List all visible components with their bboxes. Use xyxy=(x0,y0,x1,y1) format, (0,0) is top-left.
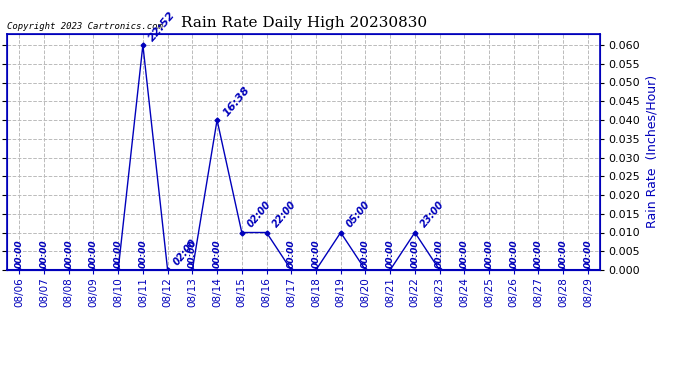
Text: 00:00: 00:00 xyxy=(509,240,518,268)
Text: 00:00: 00:00 xyxy=(386,240,395,268)
Text: 00:00: 00:00 xyxy=(460,240,469,268)
Text: 00:00: 00:00 xyxy=(534,240,543,268)
Text: 00:00: 00:00 xyxy=(311,240,320,268)
Text: 00:00: 00:00 xyxy=(114,240,123,268)
Text: 00:00: 00:00 xyxy=(64,240,73,268)
Text: 02:00: 02:00 xyxy=(172,237,199,267)
Text: 00:00: 00:00 xyxy=(39,240,48,268)
Text: 16:38: 16:38 xyxy=(221,85,252,118)
Text: 22:52: 22:52 xyxy=(147,10,177,44)
Text: 22:00: 22:00 xyxy=(270,200,298,230)
Text: 00:00: 00:00 xyxy=(213,240,221,268)
Y-axis label: Rain Rate  (Inches/Hour): Rain Rate (Inches/Hour) xyxy=(646,75,659,228)
Text: 00:00: 00:00 xyxy=(435,240,444,268)
Text: 00:00: 00:00 xyxy=(14,240,23,268)
Text: 00:00: 00:00 xyxy=(411,240,420,268)
Text: 00:00: 00:00 xyxy=(584,240,593,268)
Text: 02:00: 02:00 xyxy=(246,200,273,230)
Text: 00:00: 00:00 xyxy=(559,240,568,268)
Text: 00:00: 00:00 xyxy=(89,240,98,268)
Text: 00:00: 00:00 xyxy=(361,240,370,268)
Text: 00:00: 00:00 xyxy=(287,240,296,268)
Text: 00:00: 00:00 xyxy=(188,240,197,268)
Text: 00:00: 00:00 xyxy=(139,240,148,268)
Text: Copyright 2023 Cartronics.com: Copyright 2023 Cartronics.com xyxy=(7,22,163,32)
Text: 23:00: 23:00 xyxy=(419,200,446,230)
Title: Rain Rate Daily High 20230830: Rain Rate Daily High 20230830 xyxy=(181,16,426,30)
Text: 05:00: 05:00 xyxy=(345,200,373,230)
Text: 00:00: 00:00 xyxy=(484,240,493,268)
